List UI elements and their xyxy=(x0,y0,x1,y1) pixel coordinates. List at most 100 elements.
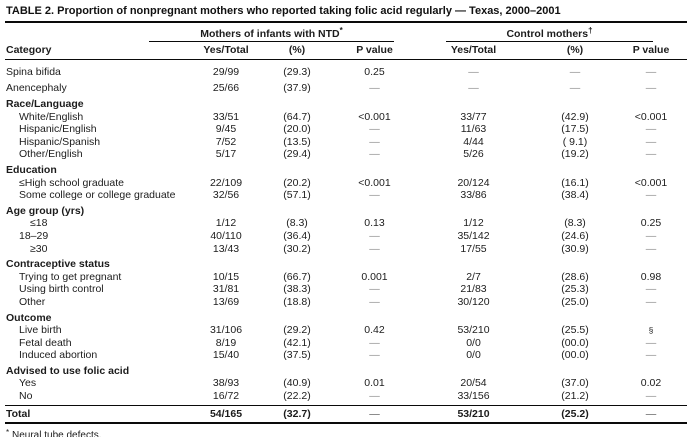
row-label: No xyxy=(19,390,33,403)
row-label: Spina bifida xyxy=(6,66,61,78)
table-row: Total 54/165 (32.7) — 53/210 (25.2) — xyxy=(5,404,687,424)
row-cell: 0/0 xyxy=(466,349,481,362)
footnotes: *Neural tube defects.†No birth defects o… xyxy=(5,424,687,437)
row-cell: 0/0 xyxy=(466,336,481,349)
row-cell: <0.001 xyxy=(358,110,391,123)
row-label: Anencephaly xyxy=(6,82,67,94)
row-cell: (57.1) xyxy=(283,189,311,202)
row-cell: ( 9.1) xyxy=(562,135,588,148)
row-cell: (25.0) xyxy=(561,295,589,308)
row-cell: 17/55 xyxy=(460,242,487,255)
column-header-control-yes-total: Yes/Total xyxy=(450,44,497,56)
table-row: Fetal death 8/19 (42.1) — 0/0 (00.0) — xyxy=(5,337,687,350)
row-cell: (37.0) xyxy=(561,377,589,390)
row-cell: 0.42 xyxy=(364,324,385,337)
row-cell: (18.8) xyxy=(283,295,311,308)
row-cell: — xyxy=(369,390,380,403)
row-label: Hispanic/Spanish xyxy=(19,135,101,148)
row-cell: (30.9) xyxy=(561,242,589,255)
table-row: Using birth control 31/81 (38.3) — 21/83… xyxy=(5,283,687,296)
row-cell: — xyxy=(645,82,657,94)
footnote-marker: * xyxy=(6,427,10,437)
row-cell: 0.98 xyxy=(640,270,662,283)
row-cell: (00.0) xyxy=(561,349,589,362)
row-cell: 25/66 xyxy=(212,82,240,94)
row-cell: 0.13 xyxy=(364,217,385,230)
row-cell: 31/81 xyxy=(212,283,240,296)
row-label: Other xyxy=(19,295,46,308)
row-cell: 0.001 xyxy=(361,270,388,283)
row-cell: 31/106 xyxy=(209,324,243,337)
row-cell: (28.6) xyxy=(561,270,589,283)
row-cell: — xyxy=(645,295,657,308)
table-row: Live birth 31/106 (29.2) 0.42 53/210 (25… xyxy=(5,324,687,337)
row-cell: (38.4) xyxy=(561,189,589,202)
row-cell: 38/93 xyxy=(212,377,240,390)
row-cell: 13/43 xyxy=(212,242,240,255)
column-header-ntd-percent: (%) xyxy=(288,44,306,56)
row-cell: <0.001 xyxy=(358,176,391,189)
row-cell: — xyxy=(369,349,380,362)
row-cell: 33/156 xyxy=(457,390,490,403)
row-label: Fetal death xyxy=(19,336,72,349)
row-cell: (8.3) xyxy=(286,217,308,230)
row-cell: (16.1) xyxy=(561,176,589,189)
table-row: Hispanic/Spanish 7/52 (13.5) — 4/44 ( 9.… xyxy=(5,136,687,149)
column-header-row: Category Yes/Total (%) P value Yes/Total… xyxy=(5,42,687,60)
row-cell: 0.02 xyxy=(640,377,662,390)
table-row: 18–29 40/110 (36.4) — 35/142 (24.6) — xyxy=(5,230,687,243)
row-cell: 1/12 xyxy=(463,217,484,230)
row-cell: 35/142 xyxy=(457,229,490,242)
row-cell: 2/7 xyxy=(466,270,481,283)
row-cell: (24.6) xyxy=(561,229,589,242)
row-cell: (30.2) xyxy=(283,242,311,255)
row-cell: 0.25 xyxy=(640,217,662,230)
table-row: Education xyxy=(5,164,687,177)
row-cell: (32.7) xyxy=(283,407,311,420)
table-row: Other 13/69 (18.8) — 30/120 (25.0) — xyxy=(5,296,687,309)
row-cell: (29.4) xyxy=(283,148,311,161)
table-row: Some college or college graduate 32/56 (… xyxy=(5,189,687,202)
row-cell: § xyxy=(648,324,654,335)
row-cell: — xyxy=(369,82,380,94)
row-cell: — xyxy=(369,242,380,255)
row-label: Contraceptive status xyxy=(6,258,110,271)
table-row: Induced abortion 15/40 (37.5) — 0/0 (00.… xyxy=(5,349,687,362)
row-cell: 29/99 xyxy=(212,66,240,78)
table-row: No 16/72 (22.2) — 33/156 (21.2) — xyxy=(5,390,687,403)
table-row: Contraceptive status xyxy=(5,258,687,271)
table-row: Hispanic/English 9/45 (20.0) — 11/63 (17… xyxy=(5,123,687,136)
row-cell: (29.3) xyxy=(283,66,311,78)
dagger-footnote-marker: † xyxy=(588,26,593,35)
row-cell: 33/51 xyxy=(212,110,240,123)
row-cell: (25.3) xyxy=(561,283,589,296)
row-cell: 20/54 xyxy=(460,377,487,390)
row-label: 18–29 xyxy=(19,229,49,242)
row-cell: (22.2) xyxy=(283,390,311,403)
row-cell: — xyxy=(645,283,657,296)
row-cell: — xyxy=(569,66,581,78)
table-row: Age group (yrs) xyxy=(5,205,687,218)
table-row: White/English 33/51 (64.7) <0.001 33/77 … xyxy=(5,111,687,124)
row-cell: — xyxy=(645,189,657,202)
table-row: ≤18 1/12 (8.3) 0.13 1/12 (8.3) 0.25 xyxy=(5,217,687,230)
row-cell: (20.2) xyxy=(283,176,311,189)
row-cell: 4/44 xyxy=(463,135,484,148)
row-cell: 32/56 xyxy=(212,189,240,202)
row-label: Race/Language xyxy=(6,98,84,110)
table-row: ≤High school graduate 22/109 (20.2) <0.0… xyxy=(5,177,687,190)
table-row: Outcome xyxy=(5,312,687,325)
row-cell: — xyxy=(569,82,581,94)
group-header-control: Control mothers† xyxy=(446,25,653,42)
table-row: Yes 38/93 (40.9) 0.01 20/54 (37.0) 0.02 xyxy=(5,377,687,390)
group-header-ntd-label: Mothers of infants with NTD xyxy=(200,28,340,40)
row-cell: 11/63 xyxy=(460,123,487,136)
row-cell: — xyxy=(369,283,380,296)
table-row: Other/English 5/17 (29.4) — 5/26 (19.2) … xyxy=(5,148,687,161)
row-cell: (29.2) xyxy=(283,324,311,337)
row-cell: — xyxy=(468,82,479,94)
row-cell: — xyxy=(645,66,657,78)
row-cell: (37.5) xyxy=(283,349,311,362)
row-cell: (36.4) xyxy=(283,229,311,242)
